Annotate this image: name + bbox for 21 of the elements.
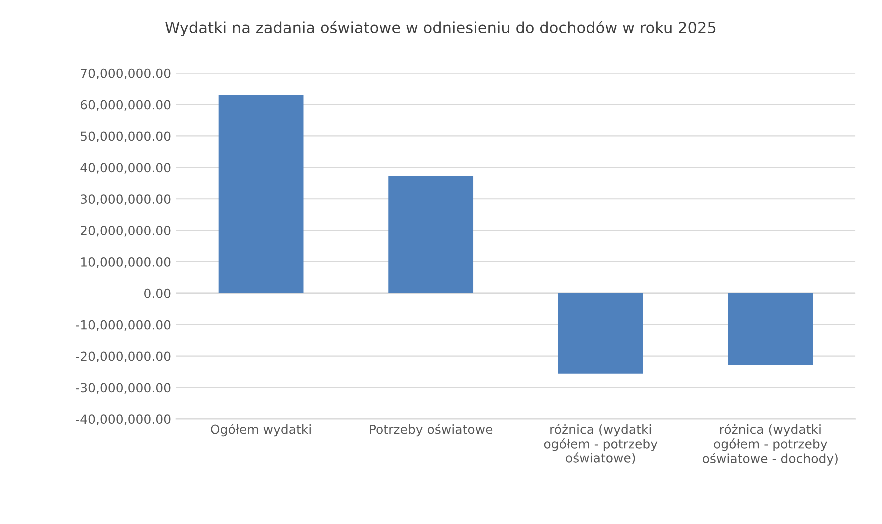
y-tick-label: 40,000,000.00 <box>80 163 171 174</box>
y-tick-label: 20,000,000.00 <box>81 226 171 237</box>
x-tick-label: Ogółem wydatki <box>211 424 311 437</box>
y-tick-label: 70,000,000.00 <box>81 68 171 80</box>
y-tick-label: -40,000,000.00 <box>76 414 171 426</box>
bar <box>388 176 474 294</box>
y-tick-label: 30,000,000.00 <box>81 194 171 206</box>
chart-title: Wydatki na zadania oświatowe w odniesieniu do dochodów w roku 2025 <box>166 21 716 37</box>
bar <box>558 293 644 374</box>
bar <box>728 293 814 366</box>
y-tick-label: -30,000,000.00 <box>76 383 171 394</box>
x-tick-label: różnica (wydatki ogółem - potrzeby oświatowe - dochody) <box>703 424 838 466</box>
y-tick-label: 10,000,000.00 <box>81 257 171 268</box>
x-tick-label: różnica (wydatki ogółem - potrzeby oświatowe) <box>544 424 658 464</box>
y-tick-label: 50,000,000.00 <box>81 132 171 142</box>
y-tick-label: -20,000,000.00 <box>76 352 171 363</box>
x-tick-label: Potrzeby oświatowe <box>370 424 493 437</box>
y-tick-label: 60,000,000.00 <box>80 100 171 111</box>
y-tick-label: -10,000,000.00 <box>76 320 171 332</box>
y-tick-label: 0.00 <box>144 288 171 298</box>
bar <box>218 95 304 294</box>
